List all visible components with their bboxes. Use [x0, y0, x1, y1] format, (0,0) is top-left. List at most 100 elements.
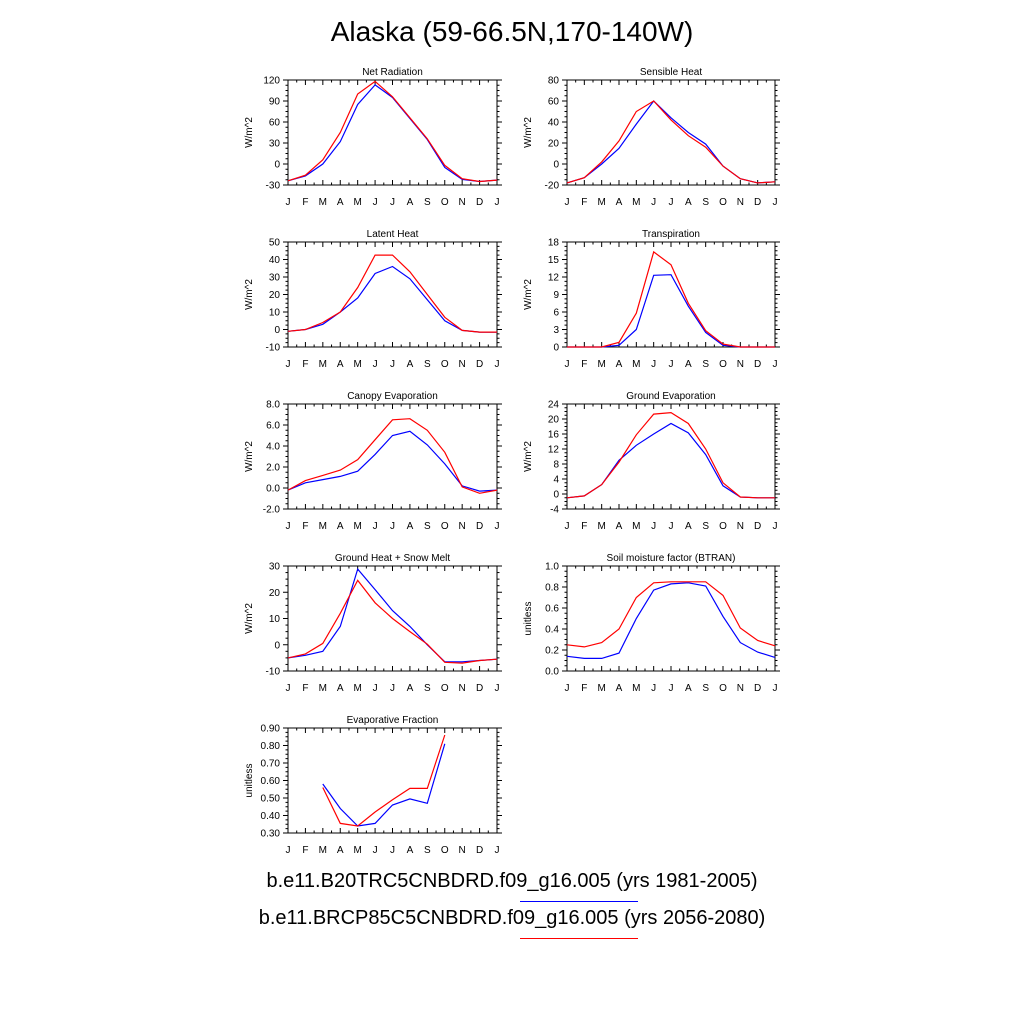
y-tick-label: 0.2 [545, 646, 559, 657]
series-line-run2 [566, 100, 776, 184]
x-tick-label: N [737, 359, 744, 370]
x-tick-label: O [441, 845, 449, 856]
x-tick-label: F [581, 521, 587, 532]
x-tick-label: M [353, 197, 361, 208]
legend-entry-run2: b.e11.BRCP85C5CNBDRD.f09_g16.005 (yrs 20… [0, 907, 1024, 930]
y-tick-label: 120 [263, 76, 280, 87]
x-tick-label: A [685, 521, 692, 532]
x-tick-label: A [337, 197, 344, 208]
x-tick-label: M [319, 521, 327, 532]
y-tick-label: 0 [553, 490, 559, 501]
x-tick-label: J [373, 197, 378, 208]
y-tick-label: 24 [548, 400, 560, 411]
x-tick-label: F [302, 197, 308, 208]
x-tick-label: F [302, 521, 308, 532]
x-tick-label: J [373, 683, 378, 694]
y-tick-label: 60 [269, 118, 281, 129]
x-tick-label: A [685, 359, 692, 370]
x-tick-label: S [702, 359, 709, 370]
panel-title: Sensible Heat [640, 67, 702, 78]
y-tick-label: 0.40 [261, 811, 281, 822]
x-tick-label: J [565, 521, 570, 532]
y-axis-label: W/m^2 [523, 117, 534, 148]
panel-title: Latent Heat [367, 229, 419, 240]
x-tick-label: J [651, 359, 656, 370]
y-tick-label: 0.4 [545, 625, 559, 636]
x-tick-label: J [286, 197, 291, 208]
y-tick-label: 0 [553, 343, 559, 354]
chart-panel: J F M A M J J A S O N D J0.300.400.500.600.700.800.9… [244, 715, 502, 856]
x-tick-label: D [754, 359, 761, 370]
y-tick-label: 0.90 [261, 724, 281, 735]
y-tick-label: 30 [269, 562, 281, 573]
y-tick-label: 90 [269, 97, 281, 108]
x-tick-label: F [302, 845, 308, 856]
legend-label-run1: b.e11.B20TRC5CNBDRD.f09_g16.005 (yrs 198… [266, 870, 758, 892]
plot-frame [566, 241, 776, 348]
y-tick-label: -10 [266, 343, 281, 354]
series-line-run1 [566, 100, 776, 184]
y-tick-label: 10 [269, 614, 281, 625]
y-tick-label: -30 [266, 181, 281, 192]
x-tick-label: J [669, 359, 674, 370]
x-tick-label: J [373, 521, 378, 532]
y-tick-label: 40 [548, 118, 560, 129]
x-tick-label: J [565, 683, 570, 694]
x-tick-label: D [476, 845, 483, 856]
y-tick-label: 20 [548, 139, 560, 150]
y-tick-label: 0 [274, 325, 280, 336]
y-tick-label: 15 [548, 255, 560, 266]
panel-title: Ground Evaporation [626, 391, 716, 402]
x-tick-label: F [302, 359, 308, 370]
x-tick-label: S [424, 521, 431, 532]
y-tick-label: -20 [545, 181, 560, 192]
y-tick-label: 2.0 [266, 463, 280, 474]
x-tick-label: M [319, 359, 327, 370]
y-axis-label: W/m^2 [244, 441, 255, 472]
y-axis-label: W/m^2 [244, 603, 255, 634]
series-line-run1 [287, 567, 498, 663]
x-tick-label: M [597, 359, 605, 370]
panel-title: Net Radiation [362, 67, 423, 78]
x-tick-label: J [390, 359, 395, 370]
series-line-run2 [566, 411, 775, 499]
plot-frame [566, 79, 776, 186]
x-tick-label: A [616, 521, 623, 532]
x-tick-label: D [476, 683, 483, 694]
x-tick-label: S [702, 521, 709, 532]
x-tick-label: A [407, 845, 414, 856]
x-tick-label: F [581, 683, 587, 694]
y-tick-label: 0.80 [261, 741, 281, 752]
y-tick-label: 12 [548, 445, 560, 456]
x-tick-label: J [495, 521, 500, 532]
y-tick-label: 4.0 [266, 442, 280, 453]
x-tick-label: D [476, 197, 483, 208]
series-line-run2 [287, 579, 498, 664]
y-tick-label: 16 [548, 430, 560, 441]
y-tick-label: 9 [553, 290, 559, 301]
x-tick-label: A [685, 197, 692, 208]
x-tick-label: J [373, 845, 378, 856]
series-line-run1 [566, 582, 776, 660]
x-tick-label: J [651, 521, 656, 532]
x-tick-label: A [407, 521, 414, 532]
plot-frame [287, 727, 498, 834]
x-tick-label: J [390, 845, 395, 856]
x-tick-label: A [616, 683, 623, 694]
x-tick-label: O [719, 683, 727, 694]
x-tick-label: O [441, 683, 449, 694]
x-tick-label: J [565, 197, 570, 208]
y-tick-label: 8.0 [266, 400, 280, 411]
x-tick-label: M [597, 521, 605, 532]
y-tick-label: 12 [548, 273, 560, 284]
series-line-run1 [322, 743, 446, 827]
y-tick-label: 0.50 [261, 794, 281, 805]
y-tick-label: 0.0 [266, 484, 280, 495]
x-tick-label: J [286, 845, 291, 856]
y-tick-label: 40 [269, 255, 281, 266]
x-tick-label: S [702, 197, 709, 208]
x-tick-label: O [441, 359, 449, 370]
